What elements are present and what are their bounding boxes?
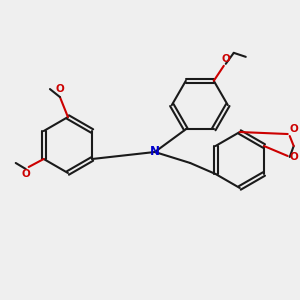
Text: N: N (150, 146, 160, 158)
Text: O: O (56, 84, 64, 94)
Text: O: O (21, 169, 30, 179)
Text: O: O (290, 152, 298, 162)
Text: O: O (221, 54, 230, 64)
Text: O: O (290, 124, 298, 134)
